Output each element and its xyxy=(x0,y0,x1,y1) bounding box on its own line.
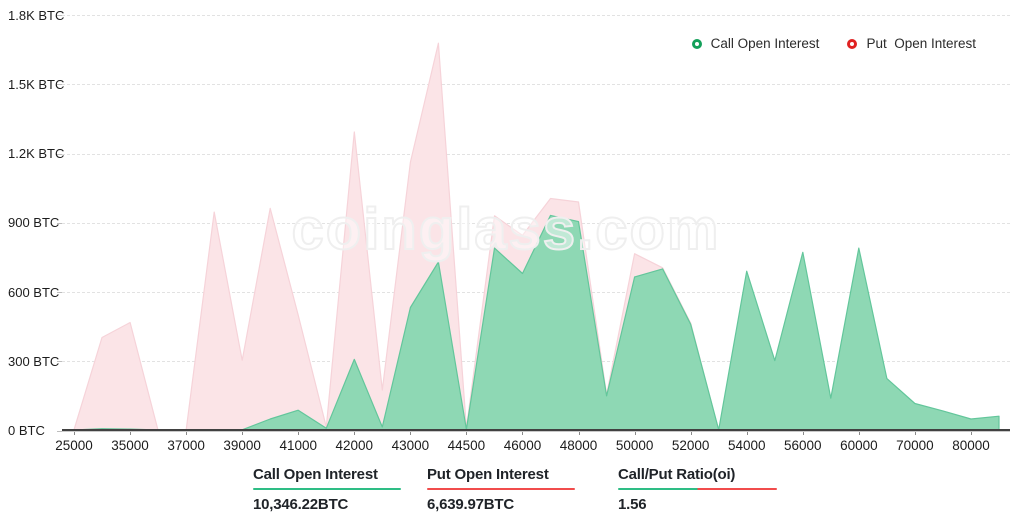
y-axis-label: 900 BTC xyxy=(8,215,60,231)
x-axis-tick xyxy=(130,431,132,435)
x-axis-label: 41000 xyxy=(279,438,318,453)
y-axis-label: 1.5K BTC xyxy=(8,76,65,92)
y-axis-tick xyxy=(57,430,62,432)
x-axis-tick xyxy=(914,431,916,435)
y-axis-tick xyxy=(57,292,62,293)
gridline-1200 xyxy=(62,153,1010,155)
y-axis-tick xyxy=(57,361,62,363)
x-axis-tick xyxy=(858,431,860,435)
x-axis-tick xyxy=(186,431,188,435)
call-open-interest-value: 10,346.22BTC xyxy=(253,496,349,513)
call-open-interest-label: Call Open Interest xyxy=(253,466,378,483)
x-axis-tick xyxy=(690,431,692,435)
x-axis-label: 70000 xyxy=(896,438,934,453)
legend-item-call[interactable]: Call Open Interest xyxy=(691,36,820,51)
put-open-interest-value: 6,639.97BTC xyxy=(427,496,515,513)
x-axis-tick xyxy=(74,431,75,435)
y-axis-tick xyxy=(57,15,62,16)
gridline-1800 xyxy=(62,15,1010,16)
x-axis-tick xyxy=(746,431,748,435)
x-axis-label: 48000 xyxy=(559,438,598,453)
x-axis-label: 25000 xyxy=(55,438,93,453)
legend-item-put[interactable]: Put Open Interest xyxy=(847,36,976,51)
x-axis-label: 54000 xyxy=(727,438,766,453)
x-axis-tick xyxy=(410,431,412,435)
x-axis-label: 37000 xyxy=(167,438,205,453)
y-axis-label: 1.2K BTC xyxy=(8,146,65,161)
x-axis-label: 43000 xyxy=(391,438,430,453)
x-axis-tick xyxy=(578,431,580,435)
y-axis-tick xyxy=(57,222,62,224)
x-axis-label: 44500 xyxy=(447,438,486,453)
x-axis-label: 56000 xyxy=(784,438,822,453)
x-axis-tick xyxy=(970,431,972,435)
call-legend-dot-icon xyxy=(691,38,702,49)
call-put-ratio-label: Call/Put Ratio(oi) xyxy=(618,466,736,483)
x-axis-label: 60000 xyxy=(840,438,878,453)
x-axis-tick xyxy=(242,431,244,435)
call-put-ratio-stat: Call/Put Ratio(oi) 1.56 xyxy=(618,466,777,513)
y-axis-label: 0 BTC xyxy=(8,423,45,438)
x-axis-label: 80000 xyxy=(952,438,990,453)
x-axis-label: 52000 xyxy=(671,438,710,453)
x-axis-label: 50000 xyxy=(615,438,654,453)
x-axis-tick xyxy=(298,431,300,435)
put-open-interest-label: Put Open Interest xyxy=(427,466,549,483)
y-axis-label: 300 BTC xyxy=(8,353,60,369)
put-legend-dot-icon xyxy=(847,38,858,49)
y-axis-tick xyxy=(57,84,62,86)
y-axis-label: 1.8K BTC xyxy=(8,7,65,23)
put-legend-label: Put Open Interest xyxy=(866,36,976,51)
call-stat-underline xyxy=(253,488,401,490)
y-axis-tick xyxy=(57,153,62,155)
x-axis-tick xyxy=(354,431,356,435)
gridline-1500 xyxy=(62,84,1010,86)
ratio-stat-underline xyxy=(618,488,777,490)
x-axis-tick xyxy=(802,431,804,435)
legend: Call Open Interest Put Open Interest xyxy=(691,36,976,51)
put-stat-underline xyxy=(427,488,575,490)
call-put-ratio-value: 1.56 xyxy=(618,496,647,513)
x-axis-label: 35000 xyxy=(111,438,149,453)
x-axis-label: 46000 xyxy=(503,438,542,453)
put-open-interest-stat: Put Open Interest 6,639.97BTC xyxy=(427,466,575,513)
x-axis-tick xyxy=(466,431,468,435)
x-axis-tick xyxy=(522,431,524,435)
x-axis-label: 39000 xyxy=(223,438,261,453)
x-axis-label: 42000 xyxy=(335,438,374,453)
x-axis-line xyxy=(62,429,1010,432)
y-axis-label: 600 BTC xyxy=(8,284,60,300)
x-axis-tick xyxy=(634,431,636,435)
call-legend-label: Call Open Interest xyxy=(710,36,820,51)
call-open-interest-stat: Call Open Interest 10,346.22BTC xyxy=(253,466,401,513)
